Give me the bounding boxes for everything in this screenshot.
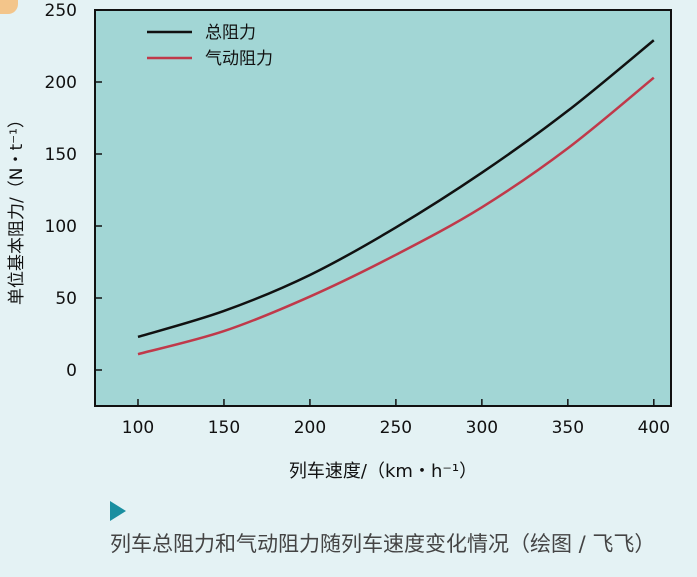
y-tick-label: 100 xyxy=(45,217,77,237)
x-tick-label: 250 xyxy=(380,418,412,438)
y-tick-label: 150 xyxy=(45,145,77,165)
ticks-layer: 100 150 200 250 300 350 400 0 50 100 150 200 250 xyxy=(45,1,670,438)
y-axis-label: 单位基本阻力/（N・t⁻¹） xyxy=(7,111,27,305)
x-tick-label: 300 xyxy=(466,418,498,438)
legend-label: 气动阻力 xyxy=(205,49,273,69)
resistance-line-chart: 100 150 200 250 300 350 400 0 50 100 150 200 250 总阻力… xyxy=(7,1,672,482)
series-line xyxy=(137,39,655,339)
series-line xyxy=(137,76,655,356)
x-tick-label: 400 xyxy=(638,418,670,438)
y-tick-label: 0 xyxy=(66,361,77,381)
figure-caption: 列车总阻力和气动阻力随列车速度变化情况（绘图 / 飞飞） xyxy=(110,496,680,560)
x-tick-label: 200 xyxy=(294,418,326,438)
y-tick-label: 50 xyxy=(55,289,77,309)
legend-label: 总阻力 xyxy=(205,23,256,43)
x-axis-label: 列车速度/（km・h⁻¹） xyxy=(289,461,477,482)
y-tick-label: 200 xyxy=(45,73,77,93)
plot-area xyxy=(94,9,672,407)
x-tick-label: 100 xyxy=(122,418,154,438)
caption-triangle-icon xyxy=(110,501,126,521)
x-tick-label: 350 xyxy=(552,418,584,438)
y-tick-label: 250 xyxy=(45,1,77,21)
corner-decoration xyxy=(0,0,18,14)
series-layer xyxy=(137,39,655,356)
caption-text: 列车总阻力和气动阻力随列车速度变化情况（绘图 / 飞飞） xyxy=(110,532,656,556)
x-tick-label: 150 xyxy=(208,418,240,438)
